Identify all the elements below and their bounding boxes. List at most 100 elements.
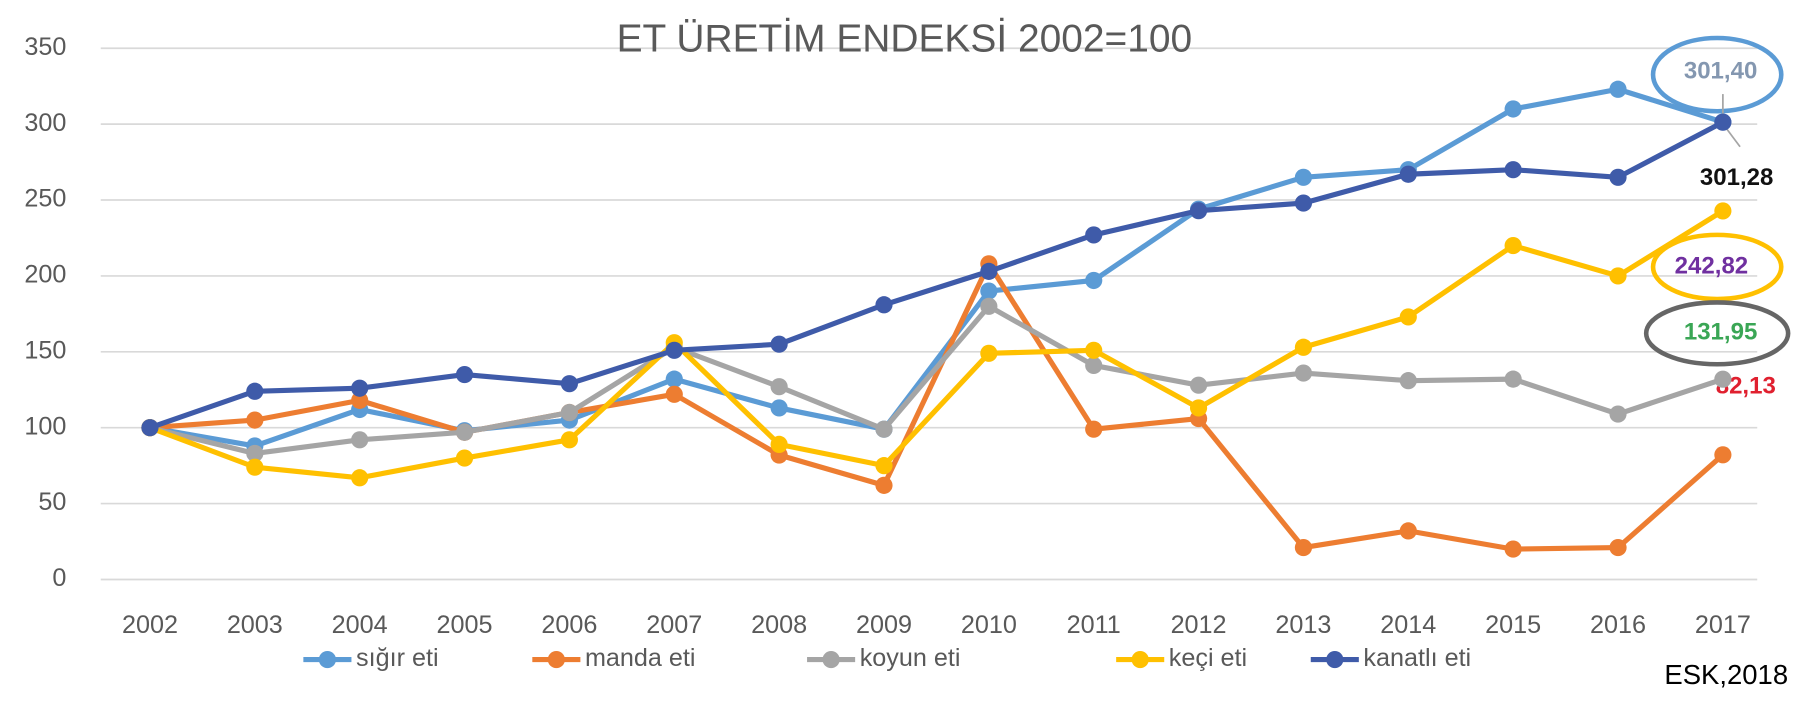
data-point (665, 385, 683, 403)
series-line (149, 208, 1725, 481)
data-point (1294, 194, 1313, 212)
data-point (1399, 165, 1417, 183)
series-line (149, 86, 1724, 449)
x-tick-label: 2014 (1380, 611, 1436, 639)
data-point (1085, 226, 1103, 244)
data-point (141, 419, 159, 437)
data-point (770, 399, 788, 417)
data-point (1294, 364, 1313, 382)
series-line (149, 261, 1725, 552)
y-tick-label: 350 (24, 33, 66, 61)
data-point (1399, 522, 1417, 540)
data-point (1504, 370, 1522, 388)
annotation-shapes (1643, 35, 1791, 367)
data-label: 131,95 (1684, 319, 1758, 346)
data-point (770, 335, 788, 353)
legend-swatch (1131, 651, 1149, 669)
y-tick-label: 250 (24, 185, 66, 213)
data-point (1399, 308, 1417, 326)
legend-swatch (318, 651, 336, 669)
data-point (1714, 370, 1732, 388)
highlight-ellipse (1650, 35, 1784, 114)
y-tick-label: 300 (24, 109, 66, 137)
data-point (1294, 338, 1313, 356)
highlight-ellipse (1650, 232, 1784, 302)
y-tick-label: 200 (24, 261, 66, 289)
data-point (1189, 376, 1208, 394)
data-point (351, 391, 369, 409)
data-point (770, 435, 788, 453)
data-label: 242,82 (1675, 252, 1749, 279)
data-point (1609, 267, 1627, 285)
series-line (149, 119, 1725, 431)
x-tick-label: 2017 (1695, 611, 1751, 639)
y-tick-label: 0 (52, 564, 66, 592)
x-tick-label: 2010 (961, 611, 1017, 639)
x-tick-label: 2016 (1590, 611, 1646, 639)
legend-label: kanatlı eti (1363, 644, 1471, 672)
data-point (1504, 236, 1522, 255)
x-tick-label: 2003 (227, 611, 283, 639)
legend-swatch (822, 651, 840, 669)
data-point (1085, 356, 1103, 375)
legend-label: keçi eti (1169, 644, 1247, 672)
data-point (665, 370, 683, 388)
x-tick-label: 2009 (856, 611, 912, 639)
data-point (980, 262, 998, 280)
series-line (149, 303, 1724, 457)
data-point (246, 444, 264, 463)
grid (100, 47, 1758, 581)
data-point (875, 420, 893, 438)
x-tick-label: 2006 (541, 611, 597, 639)
data-point (1504, 161, 1522, 179)
source: ESK,2018 (1664, 659, 1788, 690)
data-point (1504, 100, 1522, 118)
data-point (875, 296, 893, 314)
x-tick-label: 2004 (332, 611, 388, 639)
data-point (980, 344, 998, 362)
data-point (665, 341, 683, 359)
x-tick-label: 2013 (1275, 611, 1331, 639)
data-point (1085, 271, 1103, 290)
data-point (246, 382, 264, 400)
legend-swatch (547, 651, 565, 669)
data-point (1189, 202, 1208, 220)
data-point (455, 449, 474, 467)
data-point (1085, 420, 1103, 438)
data-label: 301,28 (1700, 164, 1774, 191)
x-tick-label: 2005 (437, 611, 493, 639)
data-point (351, 379, 369, 397)
data-point (560, 431, 578, 449)
chart-title: ET ÜRETİM ENDEKSİ 2002=100 (617, 18, 1193, 61)
data-point (1085, 341, 1103, 359)
data-point (980, 297, 998, 315)
data-point (351, 469, 369, 487)
data-point (1294, 168, 1313, 186)
data-point (1294, 538, 1313, 557)
leader-line (1725, 127, 1741, 148)
data-point (1714, 113, 1732, 131)
data-point (455, 365, 474, 384)
data-label: 301,40 (1684, 58, 1758, 85)
x-tick-label: 2015 (1485, 611, 1541, 639)
legend-label: koyun eti (860, 644, 961, 672)
data-point (1399, 372, 1417, 390)
x-tick-label: 2002 (122, 611, 178, 639)
data-point (351, 431, 369, 449)
data-point (1609, 405, 1627, 423)
x-tick-label: 2011 (1067, 611, 1121, 639)
data-point (1504, 540, 1522, 558)
x-tick-label: 2012 (1171, 611, 1227, 639)
data-point (246, 458, 264, 476)
data-point (1609, 538, 1627, 557)
x-tick-label: 2008 (751, 611, 807, 639)
data-point (246, 411, 264, 429)
data-point (1189, 399, 1208, 417)
data-point (560, 375, 578, 393)
data-point (1714, 202, 1732, 220)
data-point (560, 403, 578, 422)
data-point (770, 378, 788, 396)
data-point (980, 282, 998, 300)
legend-swatch (1326, 651, 1344, 669)
